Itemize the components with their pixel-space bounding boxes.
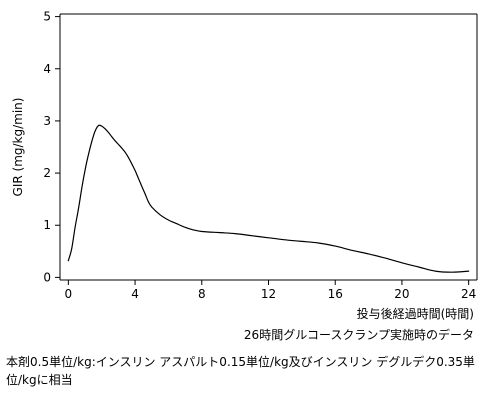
- x-axis-label: 投与後経過時間(時間): [356, 307, 474, 321]
- x-tick-label: 4: [131, 287, 139, 300]
- y-tick-label: 5: [43, 10, 51, 24]
- x-tick-label: 0: [65, 287, 73, 300]
- series-layer: [67, 124, 470, 273]
- x-tick-label: 24: [461, 287, 476, 300]
- axes: [59, 13, 478, 281]
- condition-note: 26時間グルコースクランプ実施時のデータ: [243, 328, 474, 342]
- x-tick-label: 16: [328, 287, 343, 300]
- x-ticks: 0 4 8 12 16 20 24: [65, 280, 476, 300]
- y-tick-label: 0: [43, 270, 51, 284]
- y-tick-label: 3: [43, 114, 51, 128]
- gir-series-line: [67, 124, 470, 273]
- y-tick-label: 2: [43, 166, 51, 180]
- x-tick-label: 12: [261, 287, 276, 300]
- y-axis-label: GIR (mg/kg/min): [11, 98, 25, 197]
- x-tick-label: 8: [198, 287, 206, 300]
- y-tick-label: 4: [43, 62, 51, 76]
- y-ticks: 0 1 2 3 4 5: [43, 10, 60, 284]
- x-tick-label: 20: [394, 287, 409, 300]
- dosage-footnote: 本剤0.5単位/kg:インスリン アスパルト0.15単位/kg及びインスリン デ…: [6, 355, 475, 387]
- y-tick-label: 1: [43, 218, 51, 232]
